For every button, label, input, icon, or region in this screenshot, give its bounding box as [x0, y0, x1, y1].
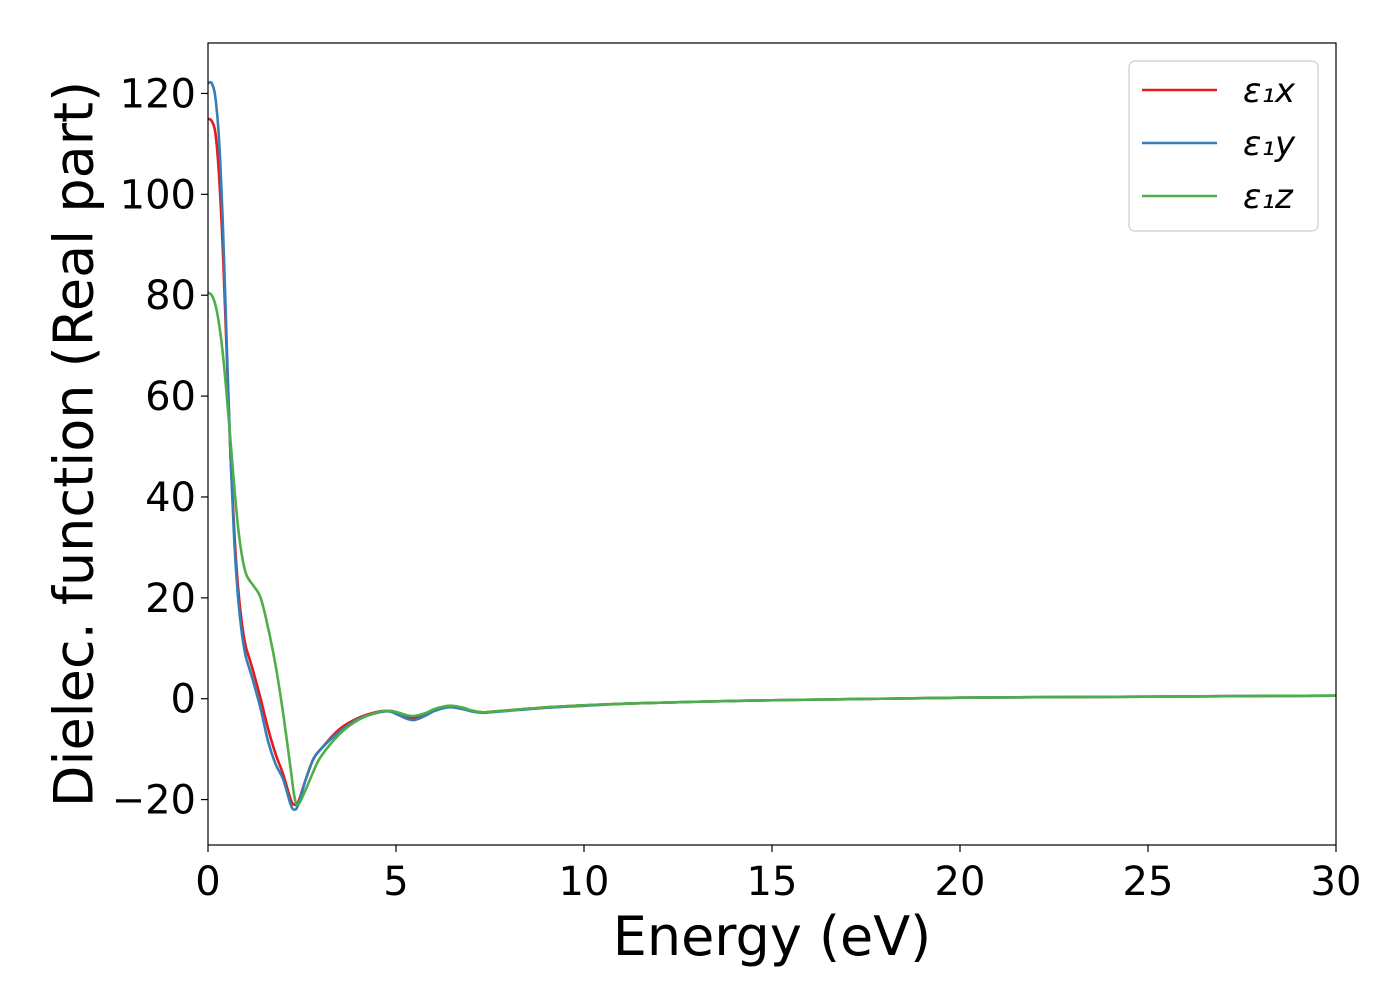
x-tick-label: 15: [747, 859, 798, 905]
y-tick-label: 60: [145, 374, 196, 420]
y-tick-label: 40: [145, 475, 196, 521]
legend: ε₁x ε₁y ε₁z: [1128, 60, 1319, 232]
x-tick-label: 0: [195, 859, 220, 905]
y-tick-label: 0: [171, 677, 196, 723]
y-tick-label: −20: [112, 778, 196, 824]
y-tick-label: 20: [145, 576, 196, 622]
series-layer: [208, 80, 1336, 811]
legend-label-3: ε₁z: [1243, 177, 1294, 217]
x-tick-label: 20: [935, 859, 986, 905]
ticks-layer: 0 5 10 15 20 25 30 −20 0 20 40 60 80 100 120: [112, 71, 1362, 905]
y-axis-title: Dielec. function (Real part): [43, 81, 106, 807]
y-tick-label: 80: [145, 273, 196, 319]
legend-label-1: ε₁x: [1243, 71, 1296, 111]
legend-frame: [1128, 60, 1319, 232]
x-tick-label: 10: [559, 859, 610, 905]
x-tick-label: 25: [1123, 859, 1174, 905]
series-line-3: [208, 291, 1336, 807]
x-axis-title: Energy (eV): [613, 905, 932, 968]
y-tick-label: 120: [120, 71, 196, 117]
x-tick-label: 5: [383, 859, 408, 905]
legend-label-2: ε₁y: [1243, 124, 1296, 164]
x-tick-label: 30: [1311, 859, 1362, 905]
y-tick-label: 100: [120, 172, 196, 218]
